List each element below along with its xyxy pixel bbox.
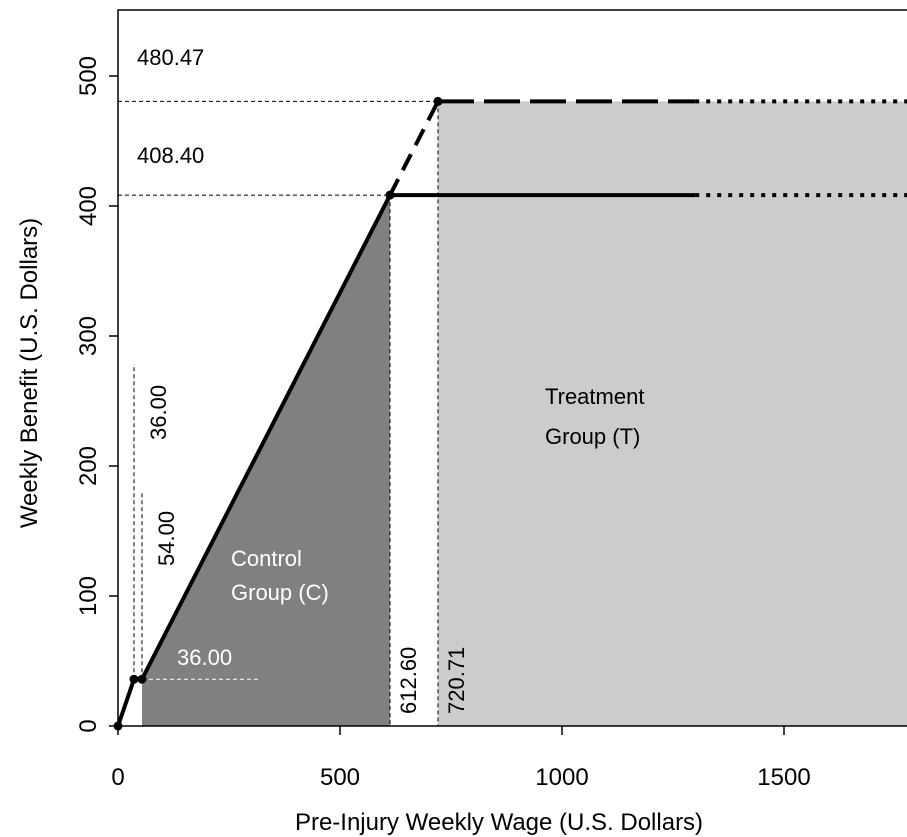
x-axis-title: Pre-Injury Weekly Wage (U.S. Dollars) (295, 809, 703, 836)
annotation-54-00-x: 54.00 (154, 511, 179, 566)
reference-lines (118, 100, 439, 726)
y-tick-label-0: 0 (75, 719, 102, 732)
treatment-group-region (437, 101, 907, 727)
point-marker-4 (433, 96, 443, 106)
control-group-label-line1: Control (231, 546, 302, 571)
point-marker-1 (129, 674, 139, 684)
x-tick-label-1500: 1500 (757, 764, 810, 791)
x-tick-label-1000: 1000 (535, 764, 588, 791)
control-group-region (142, 195, 390, 727)
annotation-408-40: 408.40 (137, 143, 204, 168)
y-tick-label-200: 200 (75, 446, 102, 486)
annotation-36-00-y: 36.00 (177, 645, 232, 670)
y-tick-label-300: 300 (75, 316, 102, 356)
y-axis-title: Weekly Benefit (U.S. Dollars) (16, 218, 43, 528)
y-tick-label-500: 500 (75, 56, 102, 96)
x-tick-label-0: 0 (111, 764, 124, 791)
treatment-group-label-line1: Treatment (545, 384, 644, 409)
y-tick-label-100: 100 (75, 576, 102, 616)
annotation-720-71-x: 720.71 (444, 647, 469, 714)
annotation-480-47: 480.47 (137, 45, 204, 70)
y-tick-label-400: 400 (75, 186, 102, 226)
series-treatment-dashed-rise (388, 100, 440, 197)
control-group-label-line2: Group (C) (231, 580, 329, 605)
shaded-regions (142, 101, 907, 727)
annotation-612-60-x: 612.60 (396, 647, 421, 714)
plot-frame (117, 9, 907, 727)
point-marker-2 (137, 674, 147, 684)
annotation-labels: 480.47 408.40 36.00 36.00 54.00 612.60 7… (16, 45, 703, 836)
x-tick-label-500: 500 (320, 764, 360, 791)
axes: 0 500 1000 1500 0 100 200 300 400 500 (75, 9, 907, 791)
treatment-group-label-line2: Group (T) (545, 424, 640, 449)
annotation-36-00-x: 36.00 (146, 385, 171, 440)
point-marker-3 (385, 190, 395, 200)
